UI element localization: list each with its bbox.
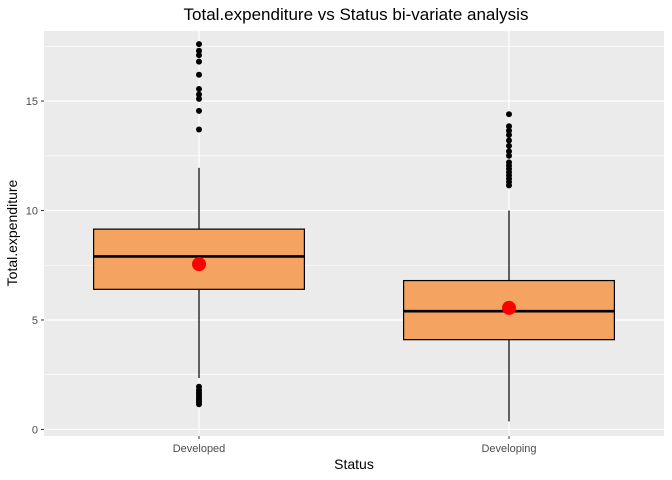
y-tick-label: 0 (32, 424, 38, 436)
y-axis-title: Total.expenditure (4, 179, 20, 286)
x-tick-label: Developing (481, 443, 536, 455)
outlier-point (196, 86, 202, 93)
x-axis-title: Status (334, 456, 374, 472)
outlier-point (196, 126, 202, 133)
outlier-point (506, 152, 512, 159)
mean-point (502, 300, 516, 315)
outlier-point (196, 52, 202, 59)
x-axis-ticks: Developed Developing (173, 436, 537, 455)
outlier-point (196, 95, 202, 102)
outlier-point (506, 142, 512, 149)
box-developing (403, 111, 616, 422)
outlier-point (506, 131, 512, 138)
y-axis-ticks: 0 5 10 15 (26, 96, 44, 436)
y-tick-label: 15 (26, 96, 38, 108)
outlier-point (196, 107, 202, 114)
outlier-point (506, 148, 512, 155)
outlier-point (196, 41, 202, 48)
outlier-point (196, 91, 202, 98)
outlier-point (196, 58, 202, 65)
y-tick-label: 5 (32, 315, 38, 327)
outlier-point (506, 123, 512, 130)
box-developed (92, 41, 306, 408)
outlier-point (506, 127, 512, 134)
outlier-point (506, 159, 512, 166)
outlier-point (506, 111, 512, 118)
y-tick-label: 10 (26, 206, 38, 218)
chart-title: Total.expenditure vs Status bi-variate a… (184, 5, 529, 24)
outlier-point (506, 137, 512, 144)
outlier-point (196, 71, 202, 78)
outlier-point (196, 47, 202, 54)
box-series (92, 41, 616, 422)
x-tick-label: Developed (173, 443, 226, 455)
outlier-point (196, 383, 202, 390)
mean-point (192, 257, 206, 272)
